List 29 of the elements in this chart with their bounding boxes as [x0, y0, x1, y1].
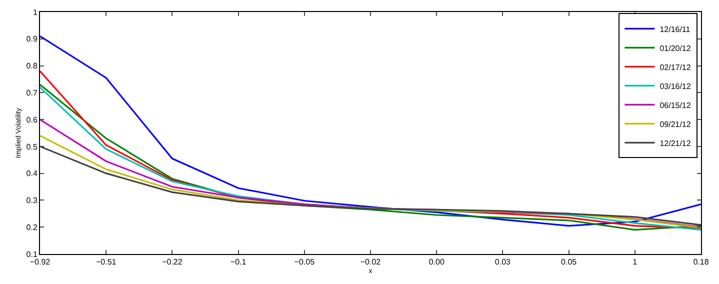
legend-label: 03/16/12 [660, 82, 692, 91]
y-tick-label: 0.6 [26, 115, 38, 124]
y-tick-label: 0.2 [26, 222, 38, 232]
x-tick-label: 0.03 [494, 258, 512, 267]
x-tick-label: −0.92 [30, 258, 51, 267]
x-tick-label: −0.22 [162, 258, 183, 267]
y-tick-label: 0.4 [26, 169, 38, 178]
y-tick-label: 0.3 [26, 196, 38, 206]
y-tick-label: 0.1 [26, 250, 38, 259]
legend-label: 12/16/11 [660, 24, 691, 34]
x-tick-label: 1 [632, 258, 638, 267]
line-series [40, 35, 701, 227]
y-tick-label: 0.8 [26, 62, 38, 71]
x-tick-label: −0.51 [96, 258, 117, 267]
legend-label: 09/21/12 [660, 120, 692, 129]
x-tick-label: −0.05 [294, 258, 316, 267]
x-tick-label: 0.18 [693, 258, 710, 267]
y-tick-label: 0.7 [26, 88, 38, 98]
x-tick-label: −0.02 [360, 258, 382, 267]
y-tick-label: 0.5 [26, 142, 38, 152]
x-tick-label: 0.05 [561, 258, 578, 267]
y-tick-label: 1 [32, 8, 38, 17]
legend-label: 06/15/12 [660, 100, 692, 110]
legend-label: 01/20/12 [660, 44, 692, 53]
legend-label: 02/17/12 [660, 62, 692, 72]
y-tick-label: 0.9 [26, 34, 38, 44]
x-tick-label: −0.1 [230, 258, 247, 267]
x-tick-label: 0.00 [428, 258, 445, 267]
legend-label: 12/21/12 [660, 138, 692, 148]
